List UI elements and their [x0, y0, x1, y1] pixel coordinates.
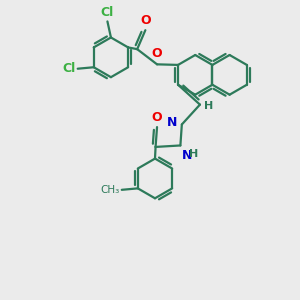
Text: H: H — [204, 101, 214, 111]
Text: CH₃: CH₃ — [101, 185, 120, 195]
Text: H: H — [189, 149, 198, 159]
Text: O: O — [152, 47, 162, 60]
Text: N: N — [182, 149, 192, 162]
Text: Cl: Cl — [101, 5, 114, 19]
Text: Cl: Cl — [63, 62, 76, 75]
Text: N: N — [167, 116, 177, 129]
Text: O: O — [141, 14, 151, 27]
Text: O: O — [152, 111, 162, 124]
